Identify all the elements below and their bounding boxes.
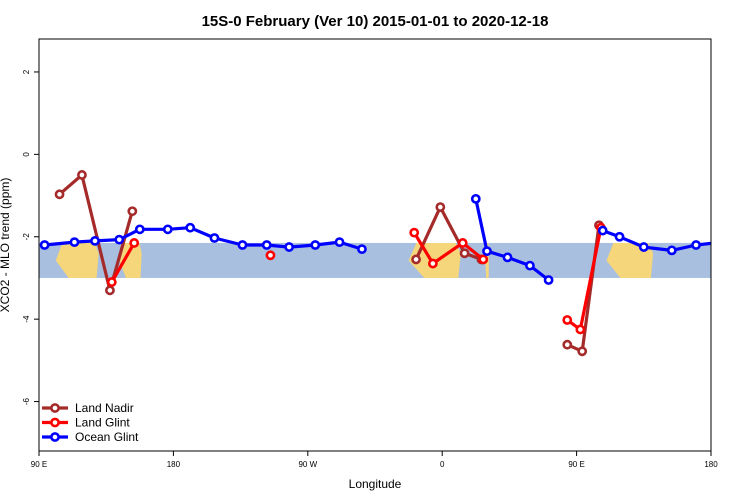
data-point-1-2-0 [409,227,420,238]
x-tick-label-2: 90 W [298,460,317,469]
data-point-2-2-1 [614,231,625,242]
series-line-0-1 [414,205,482,261]
plot-content [39,170,750,357]
series-line-1-2 [412,231,485,266]
legend-marker-1 [50,417,60,428]
x-axis-label: Longitude [349,477,402,491]
data-point-2-0-7 [209,233,220,243]
data-point-1-2-2 [457,238,468,248]
data-point-2-0-9 [261,240,272,250]
x-tick-label-5: 180 [704,460,718,469]
data-point-0-3-0 [735,191,742,198]
data-point-2-0-8 [237,240,248,250]
legend-label-0: Land Nadir [75,401,134,415]
data-point-2-2-4 [691,240,701,250]
data-point-0-0-1 [77,170,87,180]
data-point-2-0-3 [114,234,125,245]
y-tick-label-2: -2 [22,233,31,241]
data-point-2-2-5 [719,239,726,246]
data-point-0-2-0 [562,339,573,350]
series-line-0-3 [739,175,750,290]
data-point-1-3-1 [575,324,586,335]
series-line-0-0 [58,173,134,292]
data-point-2-0-4 [134,224,145,235]
data-point-2-1-3 [525,260,535,271]
chart-title: 15S-0 February (Ver 10) 2015-01-01 to 20… [202,13,549,30]
data-point-2-0-2 [90,235,100,246]
data-point-1-3-0 [562,315,573,325]
x-tick-label-0: 90 E [31,460,47,469]
y-tick-label-1: -4 [22,315,31,323]
legend-label-1: Land Glint [75,416,130,430]
land-region-5 [713,243,750,278]
data-point-0-1-1 [435,202,446,212]
land-region-1 [119,242,142,278]
legend-label-2: Ocean Glint [75,430,139,444]
y-axis-label: XCO2 - MLO trend (ppm) [0,178,12,313]
land-region-0 [55,242,99,278]
data-point-2-0-10 [284,242,295,252]
land-region-4 [606,242,654,278]
data-point-0-1-2 [459,248,470,259]
plot-frame [38,38,712,452]
data-point-0-1-0 [411,254,421,265]
ocean-band [39,242,711,278]
data-point-2-0-6 [185,222,196,233]
data-point-0-0-2 [105,285,115,296]
x-tick-label-3: 0 [440,460,445,469]
data-point-0-2-1 [577,346,588,357]
data-point-2-0-11 [310,240,321,250]
data-point-2-2-3 [666,245,677,256]
data-point-1-0-1 [129,238,140,248]
data-point-1-0-0 [106,277,117,287]
plot-area: 90 E 180 90 W 0 90 E 180 -6 -4 -2 0 2 [22,38,750,469]
data-point-1-2-1 [427,258,438,269]
data-point-2-0-13 [357,244,367,255]
data-point-2-1-4 [543,275,554,285]
data-point-2-1-1 [482,246,492,257]
data-point-2-2-0 [597,225,608,236]
x-tick-label-4: 90 E [568,460,584,469]
data-point-2-1-2 [502,252,513,263]
data-point-2-0-0 [39,240,50,250]
y-tick-label-3: 0 [22,152,31,157]
data-point-2-1-0 [470,193,481,204]
y-tick-label-0: -6 [22,397,31,405]
data-point-0-0-0 [54,189,65,200]
series-line-2-2 [602,229,711,252]
y-tick-label-4: 2 [22,69,31,74]
data-point-1-2-3 [478,254,489,265]
series-line-1-0 [110,242,136,283]
legend-marker-0 [50,403,60,413]
legend-marker-2 [50,432,60,442]
data-point-2-0-1 [69,237,80,248]
data-point-0-0-3 [127,206,138,217]
data-point-2-2-2 [638,242,649,252]
data-point-1-1-0 [265,250,276,261]
data-point-2-0-5 [162,224,173,235]
data-point-2-2-6 [743,237,750,244]
x-tick-label-1: 180 [167,460,181,469]
data-point-2-0-12 [334,237,345,248]
